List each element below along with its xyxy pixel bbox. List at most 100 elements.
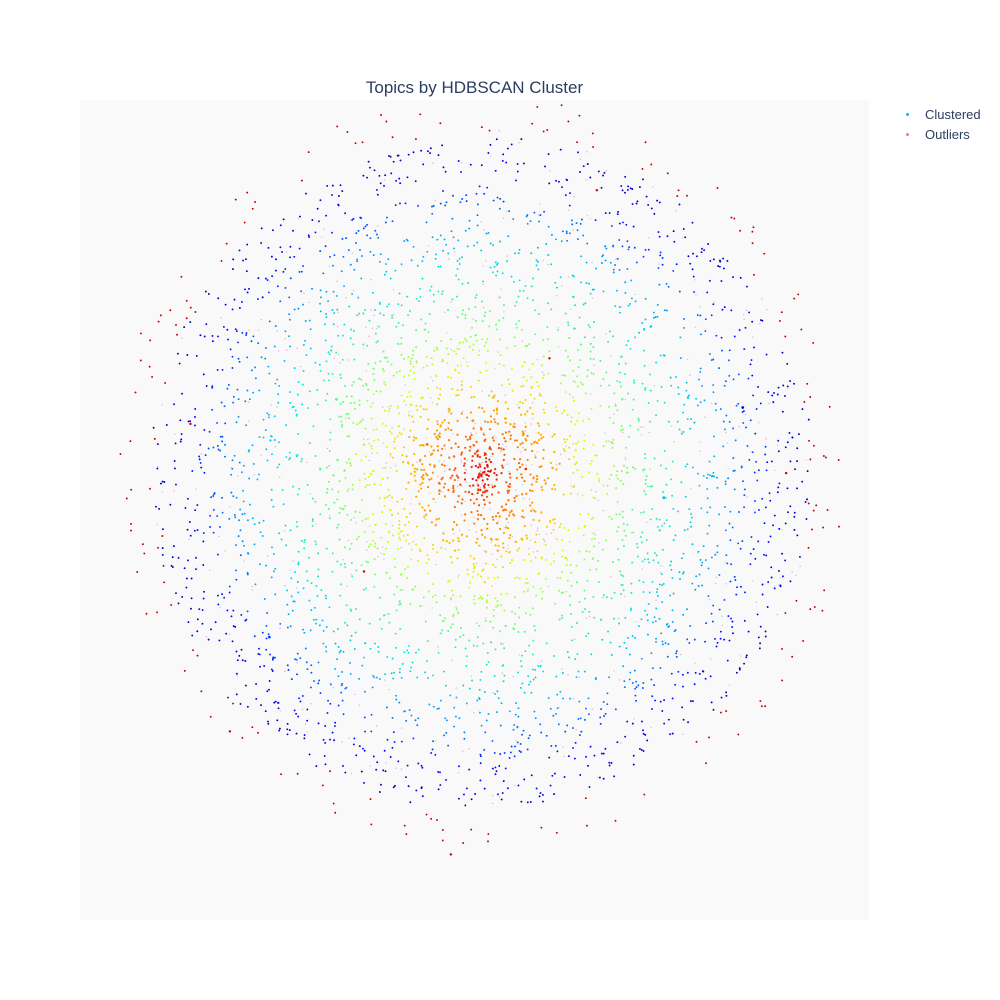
outlier-point[interactable] (579, 158, 582, 161)
clustered-point[interactable] (544, 543, 547, 546)
clustered-point[interactable] (419, 405, 422, 408)
outlier-point[interactable] (430, 817, 433, 820)
outlier-point[interactable] (565, 590, 568, 593)
clustered-point[interactable] (349, 462, 352, 465)
outlier-point[interactable] (567, 673, 569, 676)
clustered-point[interactable] (504, 431, 508, 434)
clustered-point[interactable] (537, 260, 539, 263)
outlier-point[interactable] (507, 521, 510, 524)
clustered-point[interactable] (450, 598, 453, 601)
clustered-point[interactable] (300, 290, 303, 293)
clustered-point[interactable] (305, 192, 307, 195)
clustered-point[interactable] (638, 748, 641, 750)
clustered-point[interactable] (201, 609, 204, 611)
outlier-point[interactable] (498, 796, 501, 798)
clustered-point[interactable] (553, 655, 556, 657)
clustered-point[interactable] (152, 426, 155, 429)
clustered-point[interactable] (561, 549, 564, 552)
outlier-point[interactable] (434, 199, 436, 202)
clustered-point[interactable] (542, 339, 545, 342)
clustered-point[interactable] (456, 260, 459, 262)
sample-clustered-point[interactable] (267, 635, 271, 639)
clustered-point[interactable] (484, 457, 488, 460)
clustered-point[interactable] (258, 653, 261, 656)
clustered-point[interactable] (656, 303, 659, 306)
clustered-point[interactable] (353, 358, 356, 361)
clustered-point[interactable] (755, 460, 758, 463)
clustered-point[interactable] (436, 420, 439, 423)
clustered-point[interactable] (395, 609, 398, 612)
clustered-point[interactable] (499, 527, 502, 531)
clustered-point[interactable] (492, 614, 495, 617)
clustered-point[interactable] (486, 527, 489, 530)
clustered-point[interactable] (403, 507, 406, 510)
outlier-point[interactable] (617, 617, 620, 620)
clustered-point[interactable] (327, 372, 330, 375)
clustered-point[interactable] (610, 474, 613, 477)
clustered-point[interactable] (521, 401, 524, 404)
outlier-point[interactable] (659, 571, 662, 574)
clustered-point[interactable] (233, 298, 236, 301)
clustered-point[interactable] (457, 797, 460, 800)
clustered-point[interactable] (217, 594, 219, 597)
clustered-point[interactable] (398, 536, 401, 539)
clustered-point[interactable] (232, 401, 235, 404)
clustered-point[interactable] (478, 463, 481, 466)
outlier-point[interactable] (358, 704, 361, 706)
clustered-point[interactable] (522, 384, 525, 387)
clustered-point[interactable] (375, 768, 378, 771)
clustered-point[interactable] (698, 484, 701, 487)
clustered-point[interactable] (733, 335, 736, 338)
outlier-point[interactable] (329, 770, 331, 773)
outlier-point[interactable] (382, 442, 384, 444)
outlier-point[interactable] (441, 360, 443, 363)
clustered-point[interactable] (345, 461, 348, 464)
clustered-point[interactable] (344, 385, 347, 388)
clustered-point[interactable] (607, 340, 609, 343)
clustered-point[interactable] (421, 277, 424, 280)
outlier-point[interactable] (419, 113, 422, 116)
clustered-point[interactable] (597, 580, 600, 583)
clustered-point[interactable] (432, 204, 435, 207)
clustered-point[interactable] (305, 570, 308, 573)
outlier-point[interactable] (624, 398, 627, 401)
clustered-point[interactable] (454, 442, 457, 445)
outlier-point[interactable] (542, 259, 545, 262)
clustered-point[interactable] (480, 300, 483, 303)
clustered-point[interactable] (769, 499, 772, 502)
clustered-point[interactable] (753, 471, 756, 474)
clustered-point[interactable] (363, 530, 366, 533)
clustered-point[interactable] (161, 480, 164, 483)
clustered-point[interactable] (295, 712, 298, 715)
clustered-point[interactable] (274, 269, 277, 272)
clustered-point[interactable] (272, 505, 275, 508)
sample-clustered-point[interactable] (425, 443, 429, 446)
clustered-point[interactable] (437, 770, 440, 773)
clustered-point[interactable] (685, 381, 688, 384)
clustered-point[interactable] (375, 676, 378, 679)
clustered-point[interactable] (623, 464, 626, 467)
clustered-point[interactable] (806, 470, 809, 473)
clustered-point[interactable] (393, 593, 396, 596)
clustered-point[interactable] (473, 602, 476, 605)
outlier-point[interactable] (802, 639, 805, 642)
outlier-point[interactable] (390, 467, 392, 469)
clustered-point[interactable] (773, 514, 776, 517)
outlier-point[interactable] (470, 675, 473, 677)
clustered-point[interactable] (651, 667, 654, 670)
clustered-point[interactable] (712, 604, 715, 607)
outlier-point[interactable] (495, 522, 498, 524)
clustered-point[interactable] (677, 670, 680, 673)
clustered-point[interactable] (486, 594, 489, 597)
clustered-point[interactable] (413, 474, 416, 477)
clustered-point[interactable] (227, 338, 230, 341)
outlier-point[interactable] (484, 617, 487, 619)
clustered-point[interactable] (580, 255, 583, 258)
outlier-point[interactable] (763, 252, 766, 255)
outlier-point[interactable] (591, 132, 594, 135)
clustered-point[interactable] (381, 422, 384, 425)
clustered-point[interactable] (540, 731, 543, 734)
clustered-point[interactable] (474, 306, 477, 309)
clustered-point[interactable] (436, 551, 439, 554)
clustered-point[interactable] (519, 413, 523, 416)
